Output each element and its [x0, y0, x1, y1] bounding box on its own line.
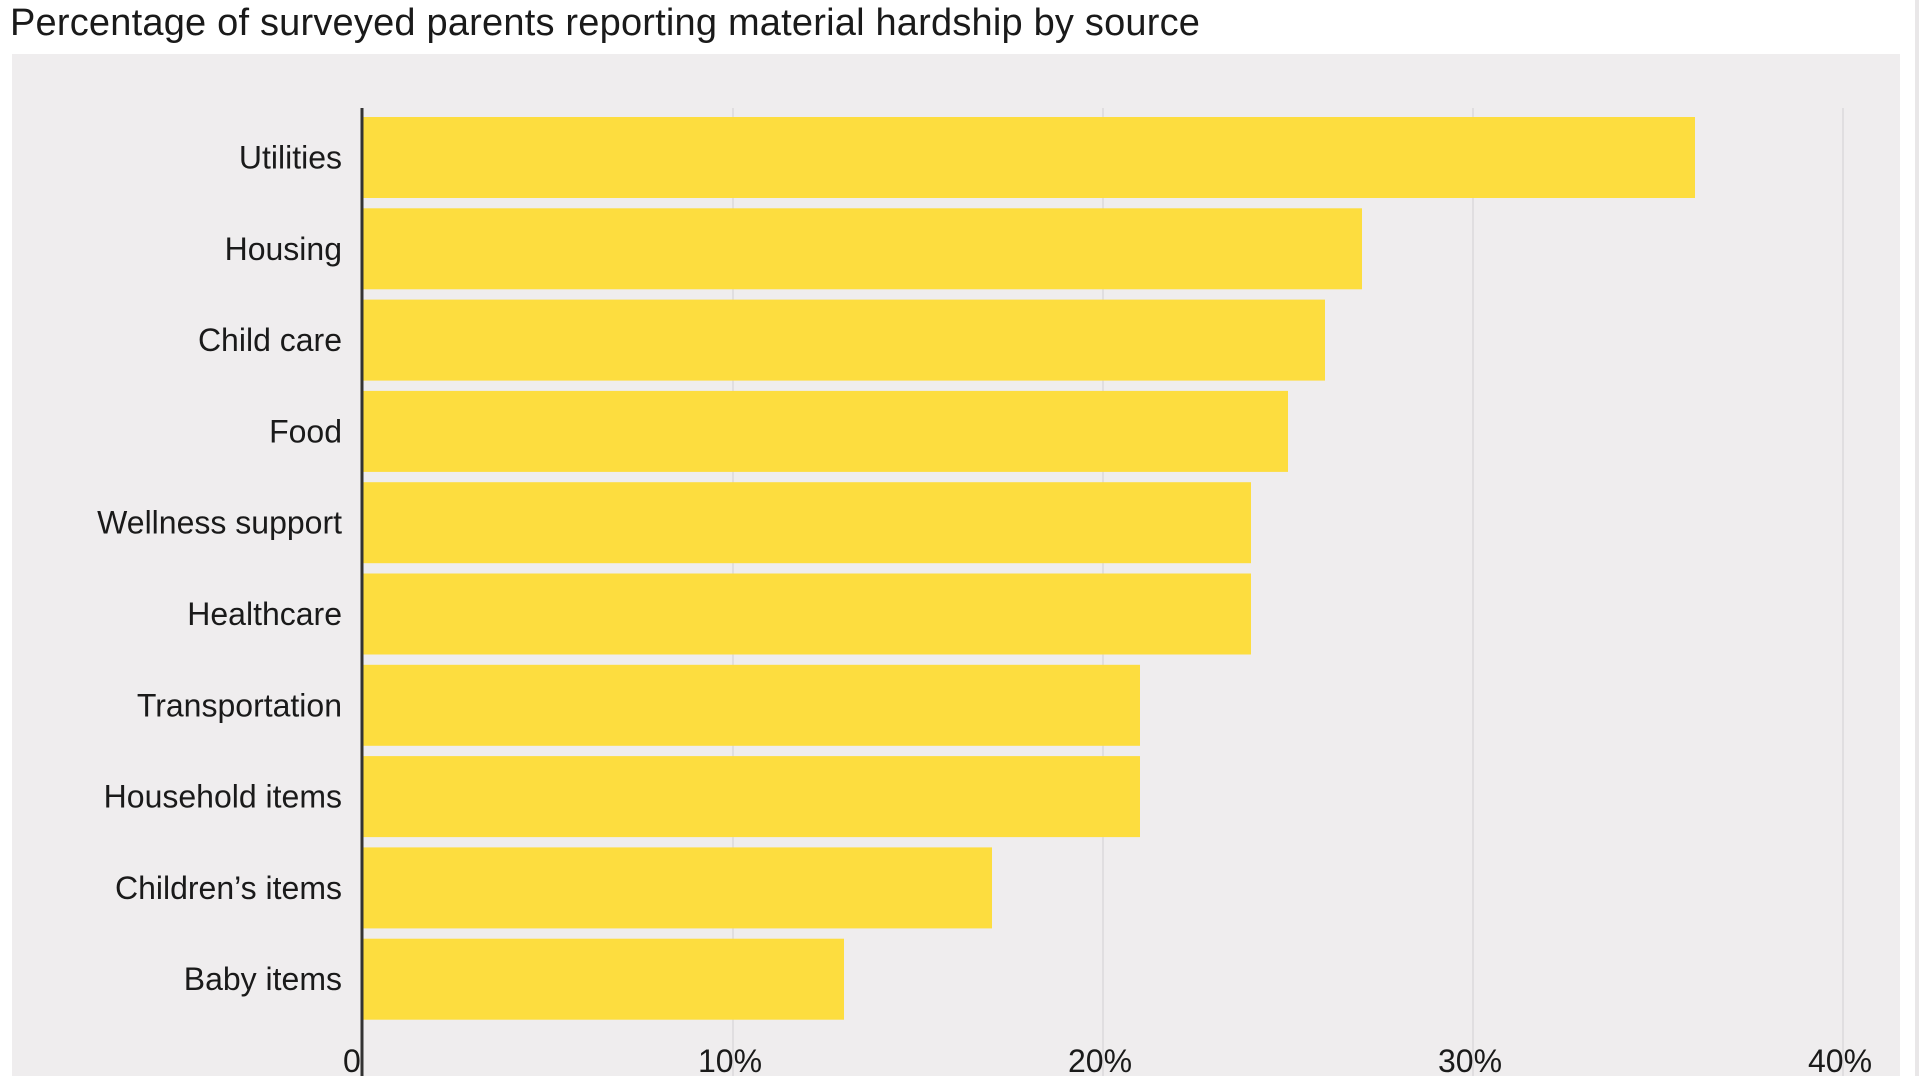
bar-children-s-items: [363, 847, 992, 929]
category-label: Household items: [104, 779, 342, 815]
tick-label: 0: [343, 1043, 361, 1076]
category-label: Child care: [198, 322, 342, 358]
right-divider: [1915, 0, 1919, 1076]
tick-label: 40%: [1808, 1043, 1872, 1076]
tick-label: 30%: [1438, 1043, 1502, 1076]
category-labels: Utilities Housing Child care Food Wellness s…: [97, 140, 342, 998]
tick-labels: 0 10% 20% 30% 40%: [343, 1043, 1872, 1076]
bar-wellness-support: [363, 482, 1251, 564]
bar-baby-items: [363, 938, 844, 1020]
bar-food: [363, 390, 1288, 472]
category-label: Transportation: [137, 687, 342, 723]
category-label: Housing: [225, 231, 342, 267]
bar-housing: [363, 208, 1362, 290]
category-label: Utilities: [239, 140, 342, 176]
tick-label: 20%: [1068, 1043, 1132, 1076]
bar-healthcare: [363, 573, 1251, 655]
category-label: Food: [269, 413, 342, 449]
tick-label: 10%: [698, 1043, 762, 1076]
bar-utilities: [363, 117, 1695, 198]
bars: [363, 117, 1695, 1020]
bar-child-care: [363, 299, 1325, 381]
bar-household-items: [363, 756, 1140, 838]
category-label: Healthcare: [187, 596, 342, 632]
category-label: Baby items: [184, 961, 342, 997]
category-label: Wellness support: [97, 505, 342, 541]
chart-title: Percentage of surveyed parents reporting…: [10, 2, 1201, 44]
bar-transportation: [363, 664, 1140, 746]
category-label: Children’s items: [115, 870, 342, 906]
